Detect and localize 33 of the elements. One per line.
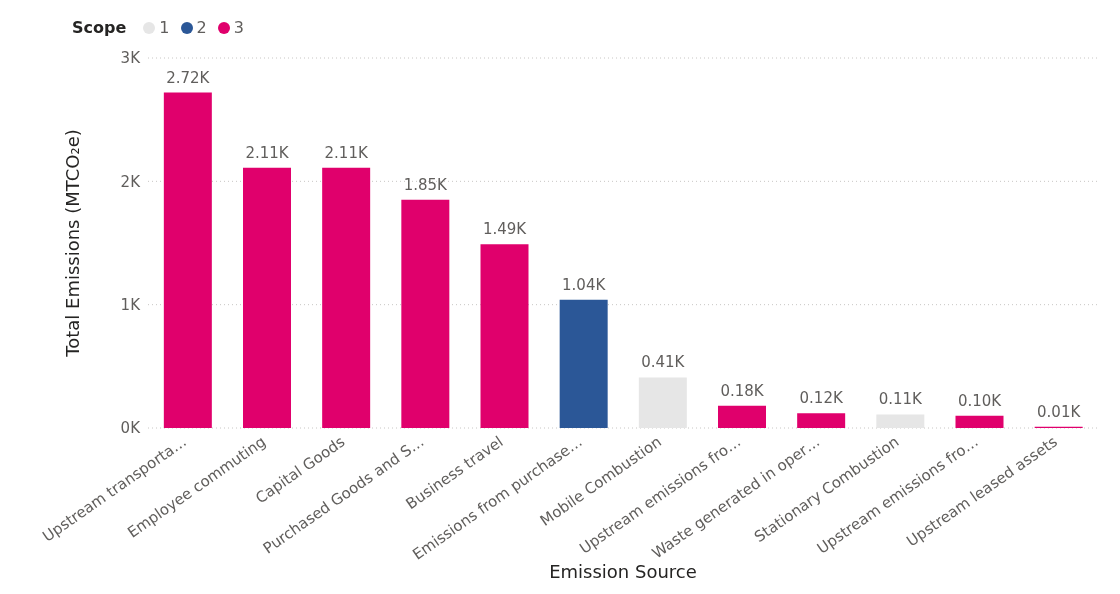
bar	[163, 92, 212, 428]
y-tick-label: 0K	[120, 419, 142, 438]
data-label: 0.11K	[878, 390, 924, 409]
data-label: 0.10K	[957, 391, 1003, 410]
legend-label: 1	[158, 18, 170, 37]
data-label: 2.72K	[166, 68, 211, 87]
bar	[322, 167, 371, 428]
x-axis-title: Emission Source	[549, 561, 697, 582]
bar	[718, 405, 766, 428]
data-label: 1.49K	[482, 220, 528, 239]
legend-label: 3	[232, 18, 244, 37]
data-label: 0.41K	[641, 353, 686, 372]
y-axis-title: Total Emissions (MTCO₂e)	[62, 129, 84, 358]
bar	[480, 244, 529, 428]
data-label: 0.12K	[799, 389, 844, 408]
y-tick-label: 3K	[120, 49, 142, 68]
bar	[401, 199, 450, 428]
data-label: 1.04K	[562, 275, 607, 294]
legend-title: Scope	[72, 18, 127, 37]
bar	[638, 377, 687, 428]
y-tick-label: 2K	[120, 172, 142, 191]
legend-label: 2	[195, 18, 207, 37]
data-label: 0.01K	[1037, 402, 1082, 421]
data-label: 2.11K	[324, 143, 369, 162]
bar	[243, 167, 291, 428]
bar	[559, 299, 608, 428]
y-tick-label: 1K	[120, 295, 142, 314]
data-label: 1.85K	[403, 175, 449, 194]
bar	[955, 415, 1004, 428]
bar	[797, 413, 846, 428]
data-label: 0.18K	[720, 381, 765, 400]
bar	[876, 414, 925, 428]
data-label: 2.11K	[245, 143, 290, 162]
